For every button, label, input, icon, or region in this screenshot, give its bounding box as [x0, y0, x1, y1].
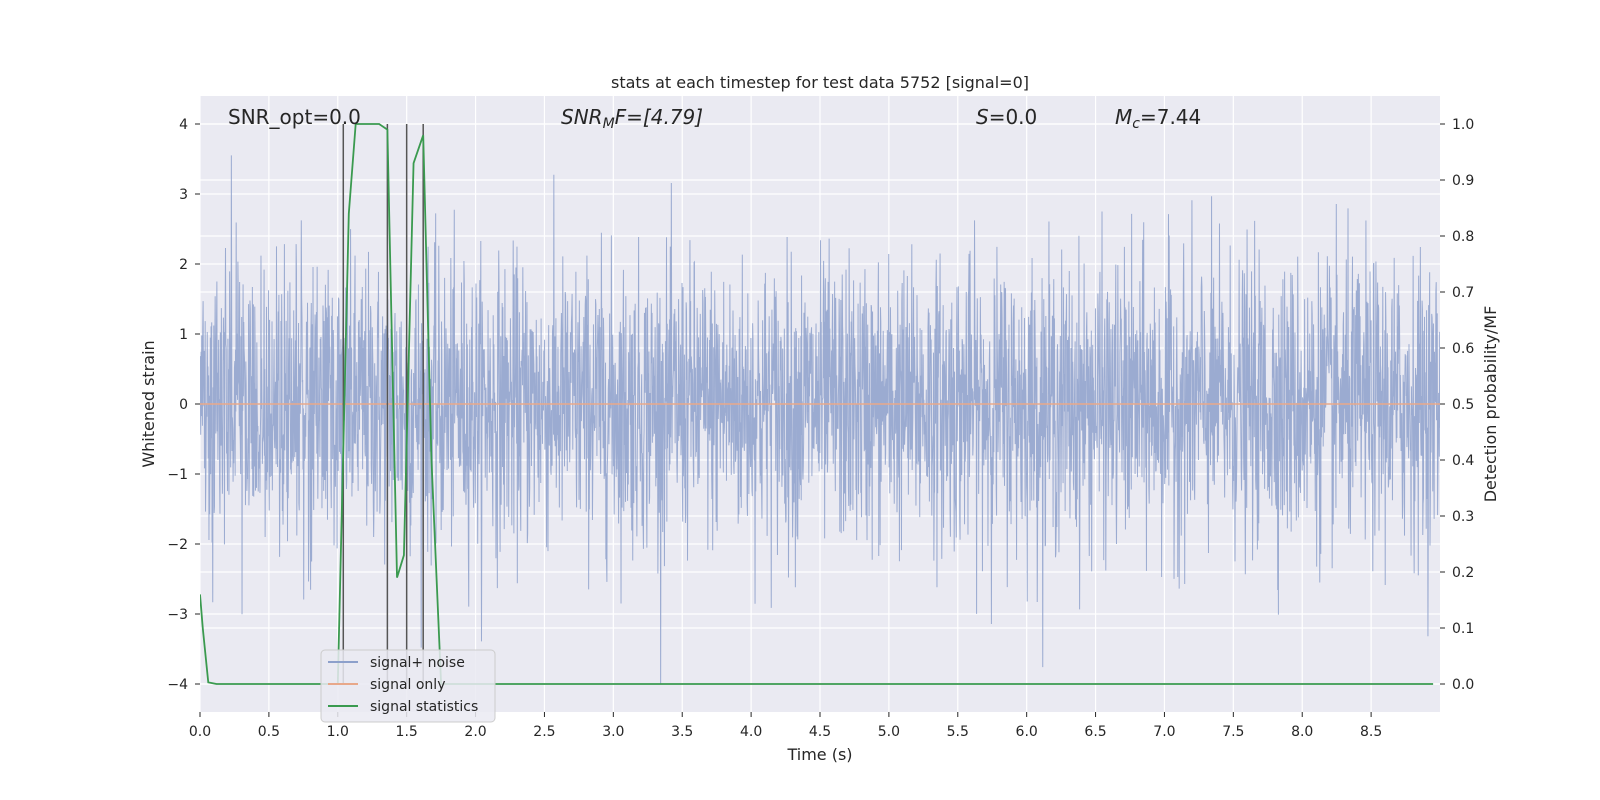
x-tick-label: 0.5 [258, 724, 280, 740]
x-tick-label: 8.5 [1360, 724, 1382, 740]
x-tick-label: 2.0 [464, 724, 486, 740]
y-tick-label: 3 [179, 187, 188, 203]
y-tick-label: −3 [167, 607, 188, 623]
x-tick-label: 7.5 [1222, 724, 1244, 740]
legend-box [320, 649, 496, 723]
y2-tick-label: 0.4 [1452, 453, 1474, 469]
y-tick-label: −4 [167, 677, 188, 693]
x-tick-label: 3.0 [602, 724, 624, 740]
x-axis-ticks: 0.0 0.5 1.0 1.5 2.0 2.5 3.0 3.5 4.0 4.5 5.0 5.5 6.0 6… [189, 712, 1382, 740]
y-axis-label: Whitened strain [139, 340, 158, 467]
y-tick-label: −2 [167, 537, 188, 553]
y-axis-ticks: −4 −3 −2 −1 0 1 2 3 4 [167, 117, 200, 693]
x-tick-label: 7.0 [1153, 724, 1175, 740]
x-tick-label: 5.5 [947, 724, 969, 740]
legend-entry-noise: signal+ noise [370, 655, 465, 671]
legend-entry-signal: signal only [370, 677, 445, 693]
y2-tick-label: 0.9 [1452, 173, 1474, 189]
x-tick-label: 6.5 [1084, 724, 1106, 740]
vertical-lines [342, 124, 424, 684]
y2-axis-ticks: 0.0 0.1 0.2 0.3 0.4 0.5 0.6 0.7 0.8 0.9 1.0 [1440, 117, 1474, 693]
signal-statistics-line [200, 123, 1434, 685]
x-tick-label: 1.0 [327, 724, 349, 740]
y2-tick-label: 0.7 [1452, 285, 1474, 301]
x-tick-label: 3.5 [671, 724, 693, 740]
y-tick-label: 2 [179, 257, 188, 273]
x-tick-label: 0.0 [189, 724, 211, 740]
x-tick-label: 8.0 [1291, 724, 1313, 740]
x-tick-label: 4.0 [740, 724, 762, 740]
legend: signal+ noise signal only signal statist… [320, 649, 496, 723]
y-tick-label: −1 [167, 467, 188, 483]
y2-tick-label: 0.6 [1452, 341, 1474, 357]
signal-statistics-series [200, 123, 1434, 685]
y-tick-label: 4 [179, 117, 188, 133]
annotation-s: S=0.0 [976, 105, 1037, 129]
y2-tick-label: 0.2 [1452, 565, 1474, 581]
y2-tick-label: 0.5 [1452, 397, 1474, 413]
annotation-snr-mf: SNRMF=[4.79] [561, 105, 703, 132]
chart-title: stats at each timestep for test data 575… [611, 73, 1029, 92]
x-axis-label: Time (s) [786, 745, 852, 764]
legend-entry-statistics: signal statistics [370, 699, 478, 715]
x-tick-label: 2.5 [533, 724, 555, 740]
x-tick-label: 5.0 [878, 724, 900, 740]
y2-tick-label: 1.0 [1452, 117, 1474, 133]
y-tick-label: 1 [179, 327, 188, 343]
y-tick-label: 0 [179, 397, 188, 413]
annotation-mc: Mc=7.44 [1115, 105, 1201, 132]
y2-tick-label: 0.8 [1452, 229, 1474, 245]
x-tick-label: 1.5 [396, 724, 418, 740]
y2-tick-label: 0.1 [1452, 621, 1474, 637]
y2-tick-label: 0.3 [1452, 509, 1474, 525]
y2-tick-label: 0.0 [1452, 677, 1474, 693]
y2-axis-label: Detection probability/MF [1481, 306, 1500, 503]
x-tick-label: 6.0 [1016, 724, 1038, 740]
x-tick-label: 4.5 [809, 724, 831, 740]
annotation-snr-opt: SNR_opt=0.0 [228, 105, 361, 129]
